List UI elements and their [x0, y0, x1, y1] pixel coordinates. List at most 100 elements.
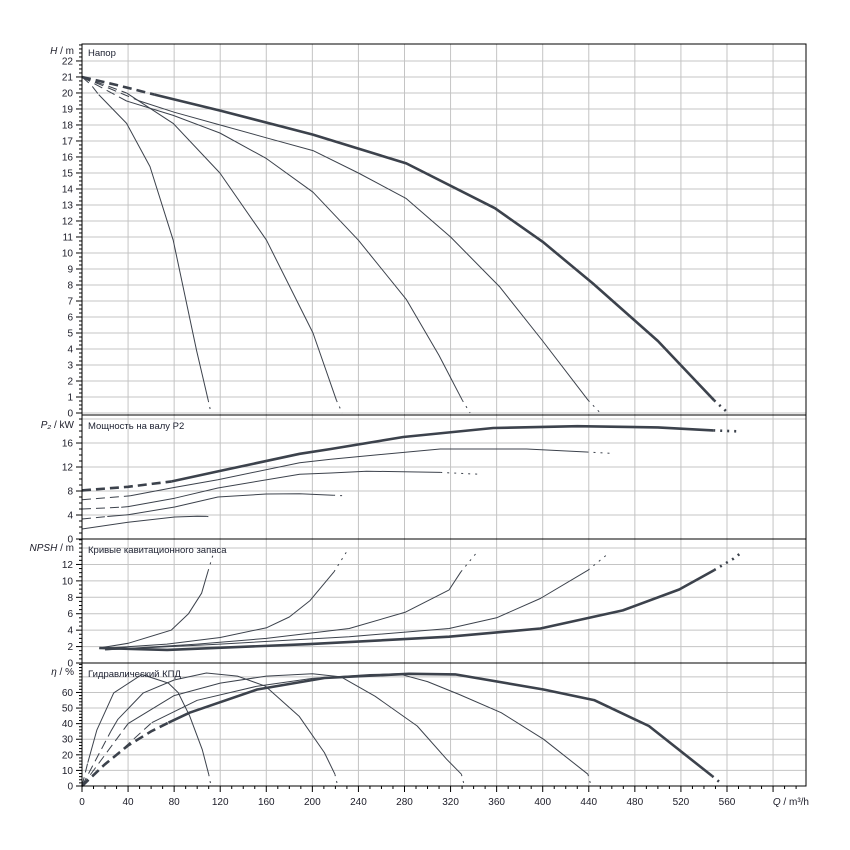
x-tick-label: 0: [79, 797, 85, 808]
head-axis-label: H / m: [50, 46, 74, 57]
grid-layer: [82, 44, 806, 786]
head-curve-3-extrapolated-start: [81, 76, 127, 102]
efficiency-curve-3-extrapolated-start: [81, 723, 129, 787]
power-tick-label: 8: [67, 487, 73, 498]
tick-layer: 0123456789101112131415161718192021220481…: [62, 44, 797, 808]
x-tick-label: 440: [580, 797, 597, 808]
npsh-tick-label: 10: [62, 576, 74, 587]
curve-layer: [81, 75, 743, 787]
efficiency-curve-5-extrapolated-end: [711, 774, 724, 786]
head-tick-label: 15: [62, 168, 74, 179]
power-curve-2: [107, 493, 334, 517]
npsh-curve-5-extrapolated-end: [713, 551, 743, 572]
npsh-panel-title: Кривые кавитационного запаса: [88, 545, 227, 556]
npsh-axis-label: NPSH / m: [30, 543, 74, 554]
power-panel-title: Мощность на валу P2: [88, 421, 184, 432]
efficiency-axis-unit: / %: [57, 667, 74, 678]
x-tick-label: 80: [169, 797, 181, 808]
power-curve-3-extrapolated-start: [81, 506, 122, 510]
x-tick-label: 160: [258, 797, 275, 808]
npsh-tick-label: 8: [67, 593, 73, 604]
power-tick-label: 12: [62, 463, 74, 474]
power-curve-5-extrapolated-start: [81, 480, 172, 492]
head-tick-label: 8: [67, 280, 73, 291]
npsh-tick-label: 4: [67, 626, 73, 637]
x-tick-label: 200: [304, 797, 321, 808]
head-curve-4-extrapolated-start: [81, 76, 140, 102]
x-tick-label: 40: [123, 797, 135, 808]
x-tick-label: 240: [350, 797, 367, 808]
efficiency-curve-1: [87, 674, 210, 775]
npsh-curve-1: [99, 570, 209, 649]
power-curve-1-extrapolated-end: [206, 515, 214, 518]
head-tick-label: 14: [62, 184, 74, 195]
power-curve-3-extrapolated-end: [440, 471, 479, 475]
head-curve-4-extrapolated-end: [587, 399, 601, 414]
efficiency-tick-label: 40: [62, 719, 74, 730]
power-axis-label: P₂ / kW: [41, 420, 75, 431]
head-tick-label: 1: [67, 392, 73, 403]
efficiency-tick-label: 20: [62, 750, 74, 761]
head-tick-label: 7: [67, 296, 73, 307]
efficiency-axis-label: η / %: [51, 667, 74, 678]
efficiency-curve-2-extrapolated-end: [334, 774, 339, 787]
x-tick-label: 480: [627, 797, 644, 808]
head-axis-var: H: [50, 46, 58, 57]
head-curve-4: [139, 100, 589, 401]
npsh-axis-var: NPSH: [30, 543, 59, 554]
head-tick-label: 0: [67, 408, 73, 419]
power-curve-1: [81, 515, 207, 530]
power-curve-2-extrapolated-end: [333, 494, 345, 497]
efficiency-curve-2: [110, 672, 336, 775]
flow-axis-unit: / m³/h: [781, 797, 809, 808]
head-panel-frame: [81, 43, 807, 416]
head-tick-label: 11: [63, 232, 74, 243]
flow-axis-label: Q / m³/h: [773, 797, 809, 808]
power-curve-5-extrapolated-end: [713, 429, 737, 433]
efficiency-curve-3: [127, 673, 462, 775]
head-curve-1: [98, 94, 209, 401]
npsh-curve-3: [104, 571, 462, 651]
x-tick-label: 400: [534, 797, 551, 808]
power-tick-label: 4: [67, 511, 73, 522]
efficiency-panel-frame: [81, 662, 807, 787]
head-curve-1-extrapolated-end: [207, 400, 212, 414]
efficiency-tick-label: 10: [62, 766, 74, 777]
head-tick-label: 2: [67, 376, 73, 387]
head-tick-label: 21: [62, 72, 74, 83]
npsh-axis-unit: / m: [57, 543, 74, 554]
power-curve-3: [121, 470, 441, 508]
head-axis-unit: / m: [57, 46, 74, 57]
npsh-tick-label: 0: [67, 659, 73, 670]
flow-axis-var: Q: [773, 797, 781, 808]
head-tick-label: 17: [62, 136, 74, 147]
efficiency-tick-label: 50: [62, 704, 74, 715]
head-tick-label: 22: [62, 56, 74, 67]
x-tick-label: 560: [719, 797, 736, 808]
npsh-tick-label: 2: [67, 642, 73, 653]
efficiency-panel-title: Гидравлический КПД: [88, 669, 181, 680]
power-curve-2-extrapolated-start: [81, 516, 108, 520]
npsh-curve-3-extrapolated-end: [460, 551, 478, 573]
head-tick-label: 4: [67, 344, 73, 355]
head-curve-1-extrapolated-start: [81, 76, 100, 95]
efficiency-curve-3-extrapolated-end: [460, 774, 465, 787]
head-curve-5-extrapolated-end: [713, 399, 729, 414]
npsh-tick-label: 6: [67, 609, 73, 620]
efficiency-tick-label: 60: [62, 688, 74, 699]
head-tick-label: 10: [62, 248, 74, 259]
head-curve-5: [154, 93, 715, 402]
head-tick-label: 20: [62, 88, 74, 99]
x-tick-label: 520: [673, 797, 690, 808]
efficiency-curve-5-extrapolated-start: [81, 721, 169, 787]
head-tick-label: 13: [62, 200, 74, 211]
head-curve-5-extrapolated-start: [81, 75, 155, 96]
power-curve-4: [130, 448, 587, 497]
power-curve-4-extrapolated-start: [81, 495, 131, 501]
head-tick-label: 6: [67, 312, 73, 323]
power-tick-label: 0: [67, 535, 73, 546]
head-tick-label: 3: [67, 360, 73, 371]
head-tick-label: 19: [62, 104, 74, 115]
head-tick-label: 9: [67, 264, 73, 275]
